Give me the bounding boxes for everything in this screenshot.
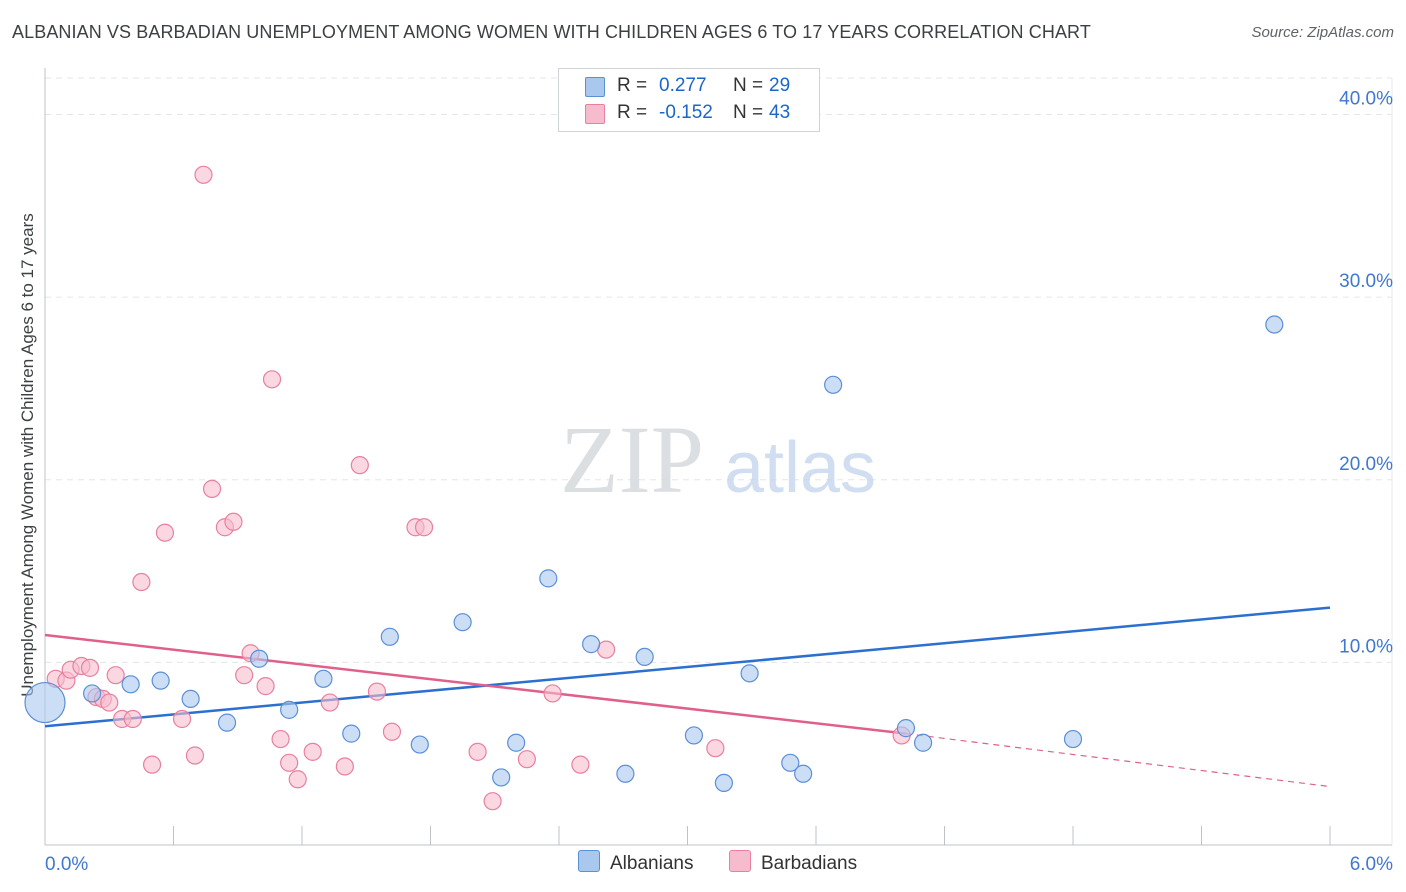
y-tick-label: 30.0% <box>1339 271 1393 292</box>
albanian-point <box>1063 729 1083 749</box>
barbadian-point <box>80 658 100 677</box>
legend-n-value-albanians: 29 <box>769 75 791 96</box>
albanian-point <box>280 700 299 719</box>
barbadians-trend-line <box>44 633 907 735</box>
data-points <box>24 165 1284 811</box>
barbadian-point <box>543 684 562 703</box>
barbadian-point <box>202 479 222 498</box>
barbadian-point <box>288 770 307 789</box>
albanian-point <box>342 724 361 743</box>
albanian-point <box>492 768 511 787</box>
albanian-point <box>507 733 526 752</box>
legend-r-label: R = <box>617 75 648 96</box>
trend-lines <box>44 606 1331 788</box>
legend-n-label: N = <box>733 75 764 96</box>
albanians-trend-line <box>44 606 1331 728</box>
legend-r-value-albanians: 0.277 <box>659 75 707 96</box>
barbadian-point <box>367 682 387 701</box>
barbadians-trend-extension <box>905 733 1331 788</box>
albanian-point <box>217 713 237 732</box>
barbadian-point <box>517 750 536 769</box>
x-tick-label-max: 6.0% <box>1350 854 1393 875</box>
barbadian-point <box>320 693 339 712</box>
barbadian-point <box>382 722 402 741</box>
chart-title: ALBANIAN VS BARBADIAN UNEMPLOYMENT AMONG… <box>12 22 1091 42</box>
bottom-legend-label-albanians: Albanians <box>610 853 694 874</box>
albanian-point <box>181 689 200 709</box>
watermark-atlas: atlas <box>724 428 876 508</box>
barbadian-point <box>155 523 175 542</box>
barbadian-point <box>142 755 162 774</box>
legend-n-label: N = <box>733 102 764 123</box>
albanian-point <box>453 613 472 632</box>
x-tick-label-min: 0.0% <box>45 854 88 875</box>
barbadian-point <box>571 755 590 774</box>
barbadian-point <box>132 572 151 592</box>
legend-swatch-barbadians <box>585 104 605 124</box>
barbadian-point <box>224 512 243 531</box>
legend-r-label: R = <box>617 102 648 123</box>
albanian-point <box>740 664 759 683</box>
barbadian-point <box>106 666 125 685</box>
barbadian-point <box>350 456 369 475</box>
axes <box>44 68 1392 846</box>
albanian-point <box>824 375 843 394</box>
barbadian-point <box>706 739 725 758</box>
albanian-point <box>714 773 734 793</box>
barbadian-point <box>303 742 322 761</box>
legend-n-value-barbadians: 43 <box>769 102 791 123</box>
albanian-point <box>635 647 654 667</box>
legend-r-value-barbadians: -0.152 <box>659 102 713 123</box>
barbadian-point <box>262 370 282 389</box>
tick-labels: 10.0% 20.0% 30.0% 40.0% 0.0% 6.0% <box>45 89 1393 875</box>
barbadian-point <box>483 792 502 811</box>
albanian-point <box>410 735 429 754</box>
barbadian-point <box>256 677 275 696</box>
albanian-point <box>121 675 140 694</box>
barbadian-point <box>185 746 205 765</box>
source-label: Source: ZipAtlas.com <box>1251 24 1394 41</box>
watermark-zip: ZIP <box>560 406 704 513</box>
barbadian-point <box>335 757 354 776</box>
grid-lines <box>45 77 1393 845</box>
albanian-point <box>380 627 399 646</box>
bottom-legend-albanians: Albanians <box>578 850 693 876</box>
watermark: ZIP atlas <box>560 406 876 513</box>
barbadian-point <box>414 518 434 537</box>
albanian-point <box>896 719 916 738</box>
legend-swatch-albanians <box>585 77 605 97</box>
albanian-point <box>314 669 333 688</box>
albanian-point <box>616 764 635 783</box>
albanian-point <box>83 684 102 703</box>
bottom-legend-swatch-barbadians <box>729 850 751 872</box>
bottom-legend-swatch-albanians <box>578 850 600 872</box>
albanian-point <box>684 726 704 745</box>
barbadian-point <box>100 693 119 712</box>
barbadian-point <box>280 753 299 772</box>
albanian-point <box>24 681 66 724</box>
y-tick-label: 20.0% <box>1339 454 1393 475</box>
barbadian-point <box>271 729 290 749</box>
albanian-point <box>250 649 269 668</box>
barbadian-point <box>172 709 192 729</box>
albanian-point <box>913 733 933 752</box>
albanian-point <box>781 753 800 772</box>
barbadian-point <box>194 165 213 184</box>
bottom-legend-barbadians: Barbadians <box>729 850 857 876</box>
albanian-point <box>151 671 170 690</box>
barbadian-point <box>468 742 487 761</box>
albanian-point <box>539 569 558 588</box>
barbadian-point <box>235 666 254 685</box>
y-tick-label: 10.0% <box>1339 636 1393 657</box>
bottom-legend-label-barbadians: Barbadians <box>761 853 858 874</box>
barbadian-point <box>123 709 142 729</box>
albanian-point <box>794 764 813 783</box>
albanian-point <box>1265 315 1284 334</box>
albanian-point <box>582 635 601 654</box>
y-tick-label: 40.0% <box>1339 89 1393 110</box>
legend-box: R = 0.277 N = 29 R = -0.152 N = 43 <box>558 68 820 132</box>
